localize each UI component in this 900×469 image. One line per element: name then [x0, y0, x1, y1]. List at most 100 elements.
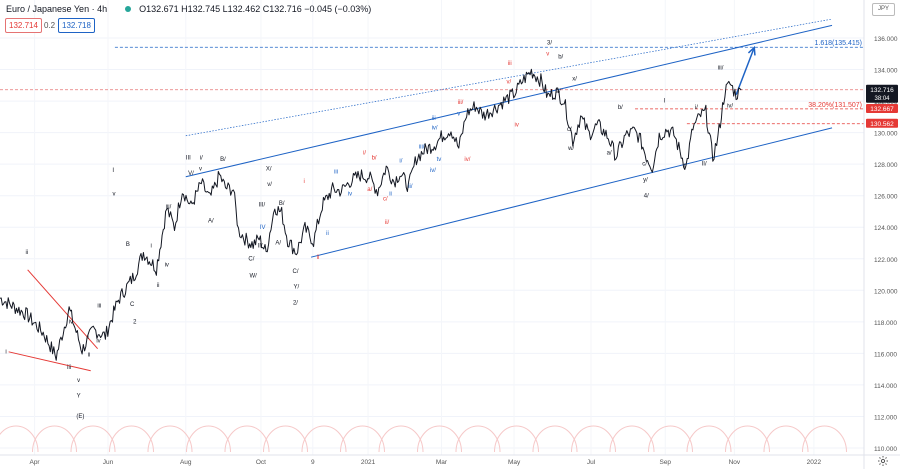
wave-label: y/ — [643, 178, 648, 184]
wave-label: a/ — [556, 89, 561, 95]
cycle-arc — [70, 425, 116, 453]
cycle-arc — [494, 425, 539, 453]
cycle-arc — [455, 425, 501, 453]
y-tick-label: 124.000 — [874, 225, 898, 232]
channel-line — [310, 127, 833, 258]
price-tag-countdown: 38:04 — [874, 96, 890, 102]
wave-label: ii — [684, 163, 687, 169]
cycle-arc — [224, 425, 270, 453]
wave-label: iv — [69, 319, 73, 325]
wave-label: iii — [432, 116, 436, 122]
price-series — [0, 68, 742, 361]
cycle-arc — [725, 425, 770, 453]
wave-labels: iiiiviiivY(E)iiiiviiiIvBC2iiiiii/ivIIIV/… — [5, 40, 733, 420]
symbol-title[interactable]: Euro / Japanese Yen · 4h — [6, 4, 108, 14]
price-tag — [866, 103, 898, 113]
wave-label: i — [151, 244, 152, 250]
wave-label: C/ — [248, 256, 254, 262]
price-level-label: 38.20%(131.507) — [808, 102, 862, 109]
trendline — [27, 269, 99, 349]
y-tick-label: 116.000 — [874, 351, 897, 358]
wave-label: i — [5, 349, 6, 355]
x-tick-label: 9 — [311, 459, 315, 466]
wave-label: C — [130, 302, 135, 308]
wave-label: ii/ — [385, 220, 390, 226]
time-axis[interactable]: Apr Jun Aug Oct 9 2021 Mar May Jul Sep Nov 2022 — [0, 454, 900, 466]
wave-label: iii/ — [166, 204, 172, 210]
wave-label: 3/ — [547, 40, 552, 46]
y-tick-label: 136.000 — [874, 36, 898, 43]
wave-label: iv — [348, 192, 352, 198]
wave-label: i/ — [363, 151, 366, 157]
x-tick-label: 2021 — [361, 459, 376, 466]
market-status-icon — [125, 6, 132, 12]
currency-selector[interactable]: JPY — [872, 3, 895, 16]
wave-label: ii — [157, 283, 160, 289]
wave-label: a/ — [607, 151, 612, 157]
wave-label: v — [546, 51, 549, 57]
price-axis[interactable]: 110.000 112.000 114.000 116.000 118.000 120.0… — [863, 0, 898, 469]
wave-label: v — [457, 111, 460, 117]
cycle-arc — [532, 425, 578, 453]
x-tick-label: May — [508, 459, 521, 466]
wave-label: iii — [97, 304, 101, 310]
cycle-arc — [109, 425, 154, 453]
wave-label: iii/ — [458, 100, 464, 106]
wave-label: w/ — [567, 146, 574, 152]
wave-label: c/ — [642, 162, 647, 168]
x-tick-label: Mar — [436, 459, 448, 466]
wave-label: iv — [515, 122, 519, 128]
cycle-arc — [0, 425, 39, 453]
wave-label: i/ — [399, 159, 402, 165]
chart-header: Euro / Japanese Yen · 4h O132.671 H132.7… — [6, 4, 371, 14]
cycle-arc — [186, 425, 231, 453]
wave-label: iv/ — [430, 168, 436, 174]
projection-arrow-head — [747, 45, 756, 56]
x-tick-label: Apr — [29, 459, 40, 466]
y-tick-label: 112.000 — [874, 414, 897, 421]
cycle-arc — [147, 425, 193, 453]
wave-label: iii/ — [419, 144, 425, 150]
wave-label: ii — [317, 255, 320, 261]
wave-label: i — [87, 335, 88, 341]
wave-label: iv/ — [727, 103, 733, 109]
cycle-arc — [609, 425, 655, 453]
y-tick-label: 122.000 — [874, 257, 898, 264]
x-tick-label: Jul — [587, 459, 596, 466]
x-tick-label: 2022 — [807, 459, 822, 466]
x-tick-label: Sep — [659, 459, 671, 466]
wave-label: 2 — [133, 319, 137, 325]
wave-label: 2/ — [293, 301, 298, 307]
wave-label: b/ — [558, 55, 563, 61]
price-levels: 1.618(135.415) 38.20%(131.507) — [0, 40, 864, 125]
cycle-arc — [263, 425, 308, 453]
gear-icon[interactable] — [877, 455, 889, 467]
wave-label: ii — [88, 353, 91, 359]
buy-price-button[interactable]: 132.718 — [58, 18, 95, 33]
y-tick-label: 114.000 — [874, 383, 897, 390]
wave-label: ii — [25, 250, 28, 256]
wave-label: X/ — [266, 166, 272, 172]
wave-label: ii — [389, 192, 392, 198]
y-tick-label: 126.000 — [874, 194, 898, 201]
wave-label: iv — [96, 338, 100, 344]
y-tick-label: 130.000 — [874, 131, 898, 138]
wave-label: v/ — [267, 182, 272, 188]
wave-label: a/ — [367, 187, 372, 193]
wave-label: c/ — [383, 196, 388, 202]
wave-label: b/ — [372, 155, 377, 161]
sell-price-button[interactable]: 132.714 — [5, 18, 42, 33]
price-line — [0, 68, 742, 361]
x-tick-label: Aug — [180, 459, 192, 466]
wave-label: Y — [77, 394, 81, 400]
wave-label: V/ — [188, 171, 194, 177]
wave-label: b/ — [618, 105, 623, 111]
y-tick-label: 110.000 — [874, 446, 897, 453]
spread-value: 0.2 — [44, 21, 56, 30]
wave-label: ii/ — [408, 184, 413, 190]
wave-label: i — [303, 179, 304, 185]
price-tag-label: 130.562 — [870, 121, 894, 128]
wave-label: A/ — [208, 219, 214, 225]
cycle-arc — [301, 425, 347, 453]
